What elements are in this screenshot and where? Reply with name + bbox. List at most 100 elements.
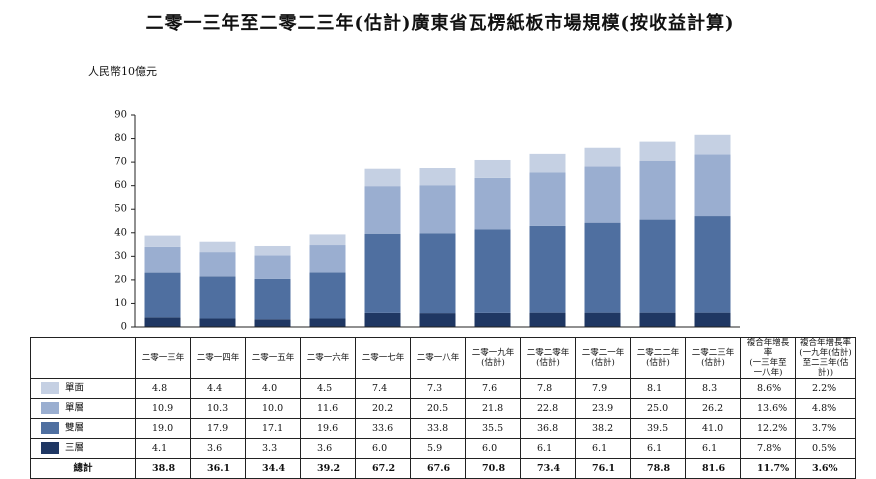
- table-cell: 4.5: [300, 378, 356, 399]
- bar-segment: [584, 147, 621, 167]
- legend-label: 單層: [65, 402, 85, 414]
- cell-text: 二零二二年 (估計): [636, 348, 680, 368]
- table-cell: 11.7%: [740, 458, 796, 479]
- cell-text: 10.9: [152, 402, 174, 414]
- cell-text: 4.5: [317, 382, 333, 394]
- cell-text: 78.8: [647, 462, 671, 474]
- table-cell: 7.8%: [740, 438, 796, 459]
- bar-segment: [199, 252, 236, 277]
- cell-text: 總計: [73, 462, 93, 474]
- cell-text: 10.0: [262, 402, 284, 414]
- table-cell: 6.1: [630, 438, 686, 459]
- bar-segment: [584, 222, 621, 313]
- table-cell: 36.1: [190, 458, 246, 479]
- table-cell: 單層: [30, 398, 136, 419]
- table-cell: 78.8: [630, 458, 686, 479]
- cell-text: 7.6: [482, 382, 498, 394]
- table-cell: 0.5%: [795, 438, 856, 459]
- table-cell: 25.0: [630, 398, 686, 419]
- cell-text: 二零二零年 (估計): [526, 348, 570, 368]
- table-row: 單層 10.9 10.3 10.0 11.6 20.2 20.5 21.8 22.8 23.9 25…: [30, 398, 856, 419]
- chart-title: 二零一三年至二零二三年(估計)廣東省瓦楞紙板市場規模(按收益計算): [145, 12, 734, 34]
- table-cell: 20.5: [410, 398, 466, 419]
- table-cell: 22.8: [520, 398, 576, 419]
- y-tick-label: 50: [114, 204, 127, 215]
- table-cell: 38.2: [575, 418, 631, 439]
- table-cell: 二零一八年: [410, 337, 466, 379]
- table-cell: 二零二零年 (估計): [520, 337, 576, 379]
- bar-segment: [364, 312, 401, 327]
- table-cell: 33.8: [410, 418, 466, 439]
- table-cell: 3.6: [190, 438, 246, 459]
- cell-text: 33.6: [372, 422, 394, 434]
- table-cell: 70.8: [465, 458, 521, 479]
- bar-segment: [309, 272, 346, 319]
- cell-text: 26.2: [702, 402, 724, 414]
- table-cell: 20.2: [355, 398, 411, 419]
- cell-text: 19.0: [152, 422, 174, 434]
- cell-text: 38.2: [592, 422, 614, 434]
- bar-segment: [584, 312, 621, 327]
- bar-segment: [364, 186, 401, 234]
- table-row: 雙層 19.0 17.9 17.1 19.6 33.6 33.8 35.5 36.8 38.2 39…: [30, 418, 856, 439]
- cell-text: 6.1: [592, 442, 608, 454]
- table-cell: 2.2%: [795, 378, 856, 399]
- table-cell: 11.6: [300, 398, 356, 419]
- cell-text: 二零一七年: [361, 353, 405, 363]
- table-cell: 二零一四年: [190, 337, 246, 379]
- table-cell: 17.1: [245, 418, 301, 439]
- table-cell: 26.2: [685, 398, 741, 419]
- cell-text: 7.3: [427, 382, 443, 394]
- table-cell: 8.1: [630, 378, 686, 399]
- table-cell: 6.0: [465, 438, 521, 459]
- table-cell: 76.1: [575, 458, 631, 479]
- table-cell: 二零一五年: [245, 337, 301, 379]
- table-cell: 8.6%: [740, 378, 796, 399]
- table-cell: 二零一七年: [355, 337, 411, 379]
- table-cell: 12.2%: [740, 418, 796, 439]
- cell-text: 22.8: [537, 402, 559, 414]
- table-cell: 35.5: [465, 418, 521, 439]
- bar-segment: [254, 255, 291, 279]
- legend-swatch: [41, 402, 59, 415]
- cell-text: 20.2: [372, 402, 394, 414]
- cell-text: 36.8: [537, 422, 559, 434]
- bar-segment: [144, 235, 181, 247]
- cell-text: 7.8%: [757, 442, 782, 454]
- bar-segment: [364, 168, 401, 187]
- cell-text: 二零二一年 (估計): [581, 348, 625, 368]
- cell-text: 8.3: [702, 382, 718, 394]
- cell-text: 20.5: [427, 402, 449, 414]
- cell-text: 2.2%: [812, 382, 837, 394]
- cell-text: 7.9: [592, 382, 608, 394]
- chart: 二零一三年至二零二三年(估計)廣東省瓦楞紙板市場規模(按收益計算) 人民幣10億…: [88, 12, 740, 333]
- cell-text: 二零一八年: [416, 353, 460, 363]
- bar-segment: [254, 278, 291, 320]
- table-cell: 二零一六年: [300, 337, 356, 379]
- bar-segment: [694, 216, 731, 313]
- bar-segment: [694, 312, 731, 327]
- table-cell: 7.3: [410, 378, 466, 399]
- y-tick-label: 60: [114, 180, 127, 191]
- cell-text: 17.9: [207, 422, 229, 434]
- cell-text: 17.1: [262, 422, 284, 434]
- cell-text: 3.7%: [812, 422, 837, 434]
- table-cell: 複合年增長率 (一九年(估計) 至二三年(估計)): [795, 337, 856, 379]
- table-cell: 4.8%: [795, 398, 856, 419]
- bar-segment: [199, 276, 236, 319]
- y-tick-label: 30: [114, 251, 127, 262]
- bar-segment: [639, 141, 676, 161]
- table-cell: 23.9: [575, 398, 631, 419]
- bar-segment: [694, 154, 731, 217]
- table-cell: 3.6: [300, 438, 356, 459]
- bar-segment: [144, 272, 181, 318]
- cell-text: 38.8: [152, 462, 176, 474]
- cell-text: 4.4: [207, 382, 223, 394]
- bar-segment: [309, 245, 346, 273]
- y-tick-label: 70: [114, 157, 127, 168]
- cell-text: 8.1: [647, 382, 663, 394]
- bar-segment: [474, 177, 511, 230]
- cell-text: 二零一五年: [251, 353, 295, 363]
- cell-text: 76.1: [592, 462, 616, 474]
